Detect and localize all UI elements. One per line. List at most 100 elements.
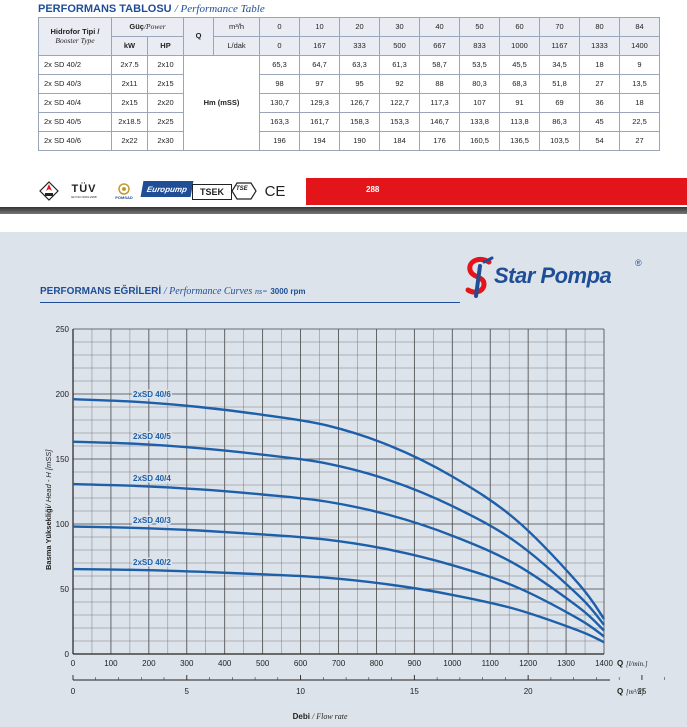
series-line — [72, 567, 605, 644]
certification-logos: TÜV EN ISO 9001:2008 POMSAD Europump TSE… — [38, 178, 338, 204]
x-unit-lmin: [l/min.] — [626, 660, 648, 668]
y-tick-label: 100 — [56, 520, 70, 529]
brand-registered-mark: ® — [635, 258, 642, 268]
x-tick-label-lmin: 500 — [256, 659, 270, 668]
pomsad-logo: POMSAD — [106, 181, 142, 201]
hp-header: HP — [146, 36, 185, 56]
y-label-en: / Head - H [mSS] — [44, 449, 53, 508]
tse-text: TSE — [236, 186, 248, 192]
x-caption-en: / Flow rate — [311, 712, 348, 721]
x-tick-label-lmin: 800 — [370, 659, 384, 668]
y-tick-label: 150 — [56, 455, 70, 464]
x-tick-label-lmin: 900 — [408, 659, 422, 668]
flow-ldak-cell: 0 — [259, 36, 301, 56]
hp-cell: 2x10 — [146, 55, 185, 75]
flow-ldak-cell: 1400 — [619, 36, 661, 56]
flow-m3h-cell: 10 — [299, 17, 341, 37]
series-label: 2xSD 40/2 — [133, 558, 171, 567]
tse-shield-icon — [231, 182, 257, 200]
table-row: 2x SD 40/6 2x22 2x30 196 194 190 184 176 160,5 13… — [38, 131, 661, 151]
pomsad-text: POMSAD — [115, 194, 133, 200]
y-tick-label: 250 — [56, 325, 70, 334]
y-axis-label: Basma Yüksekliği/ Head - H [mSS] — [44, 449, 53, 570]
flow-m3h-cell: 40 — [419, 17, 461, 37]
x-tick-label-lmin: 1100 — [482, 659, 500, 668]
power-header: Güç/Power — [110, 17, 185, 37]
flow-m3h-cell: 30 — [379, 17, 421, 37]
ce-logo: CE — [264, 182, 286, 200]
table-header-row-2: kW HP L/dak 0 167 333 500 667 833 1000 1167 1333… — [39, 36, 661, 56]
x-tick-label-lmin: 0 — [71, 659, 76, 668]
divider-bar — [0, 207, 687, 214]
model-header-en: Booster Type — [55, 35, 95, 45]
series-line — [72, 398, 605, 620]
x-label-lmin: Q — [617, 659, 623, 668]
hp-cell: 2x30 — [146, 131, 185, 151]
series-label: 2xSD 40/4 — [133, 474, 171, 483]
power-header-tr: Güç — [129, 21, 144, 31]
curves-title-tr: PERFORMANS EĞRİLERİ — [40, 286, 162, 297]
series-label: 2xSD 40/5 — [133, 432, 171, 441]
page-number-bar: 288 — [306, 178, 687, 205]
table-row: 2x SD 40/2 2x7.5 2x10 Hm (mSS) 65,3 64,7 63,3 6… — [38, 55, 661, 151]
y-tick-label: 200 — [56, 390, 70, 399]
hp-cell: 2x15 — [146, 74, 185, 94]
performance-table-section: PERFORMANS TABLOSU / Performance Table H… — [0, 0, 687, 215]
y-tick-label: 0 — [65, 650, 70, 659]
brand-name: Star Pompa — [494, 263, 612, 288]
unit-m3h: m³/h — [213, 17, 261, 37]
x-tick-label-m3h: 5 — [185, 687, 190, 696]
hm-label-cell: Hm (mSS) — [183, 55, 261, 151]
series-label: 2xSD 40/3 — [133, 516, 171, 525]
x-tick-label-m3h: 15 — [410, 687, 419, 696]
tuv-text: TÜV — [71, 183, 97, 195]
head-cell: 103,5 — [539, 131, 581, 151]
x-tick-label-m3h: 25 — [637, 687, 646, 696]
table-title: PERFORMANS TABLOSU / Performance Table — [38, 3, 265, 15]
tse-logo: TSE — [230, 181, 258, 201]
x-tick-label-lmin: 700 — [332, 659, 346, 668]
table-header-row-1: Hidrofor Tipi / Booster Type Güç/Power Q… — [38, 17, 661, 56]
performance-table: Hidrofor Tipi / Booster Type Güç/Power Q… — [38, 17, 661, 151]
flow-ldak-cell: 1333 — [579, 36, 621, 56]
head-cell: 18 — [619, 93, 661, 113]
head-cell: 194 — [299, 131, 341, 151]
flow-m3h-cell: 84 — [619, 17, 661, 37]
x-unit-m3h: [m³/h] — [626, 688, 644, 696]
tsek-logo: TSEK — [192, 184, 232, 200]
star-pompa-emblem-icon — [465, 256, 494, 298]
series-label: 2xSD 40/6 — [133, 390, 171, 399]
curves-title: PERFORMANS EĞRİLERİ / Performance Curves… — [40, 286, 305, 297]
table-title-tr: PERFORMANS TABLOSU — [38, 3, 172, 15]
kw-header: kW — [111, 36, 148, 56]
curves-title-underline — [40, 302, 460, 303]
pomsad-emblem-icon — [118, 182, 130, 195]
q-header: Q — [183, 17, 215, 56]
flow-ldak-cell: 833 — [459, 36, 501, 56]
nfpa-logo — [38, 181, 60, 201]
tuv-logo: TÜV EN ISO 9001:2008 — [66, 181, 102, 201]
page-number: 288 — [366, 185, 380, 194]
flow-m3h-cell: 70 — [539, 17, 581, 37]
flow-m3h-cell: 0 — [259, 17, 301, 37]
rpm-value: 3000 rpm — [270, 287, 306, 296]
head-cell: 27 — [619, 131, 661, 151]
model-header-tr: Hidrofor Tipi / — [50, 27, 100, 37]
flow-ldak-cell: 1000 — [499, 36, 541, 56]
x-tick-label-m3h: 0 — [71, 687, 76, 696]
x-caption: Debi — [293, 712, 310, 721]
curves-title-en: / Performance Curves — [163, 286, 253, 297]
x-tick-label-lmin: 600 — [294, 659, 308, 668]
table-row: 2x SD 40/3 2x11 2x15 98 97 95 92 88 80,3 68,3 51,8… — [38, 74, 661, 94]
rpm-label: ns= — [255, 287, 268, 296]
flow-ldak-cell: 500 — [379, 36, 421, 56]
x-tick-label-lmin: 100 — [104, 659, 118, 668]
x-tick-label-lmin: 200 — [142, 659, 156, 668]
series-line — [72, 440, 605, 626]
tuv-subtext: EN ISO 9001:2008 — [71, 195, 97, 199]
x-tick-label-lmin: 400 — [218, 659, 232, 668]
series-line — [72, 525, 605, 638]
y-label-tr: Basma Yüksekliği — [44, 506, 53, 570]
x-tick-label-lmin: 1000 — [443, 659, 461, 668]
